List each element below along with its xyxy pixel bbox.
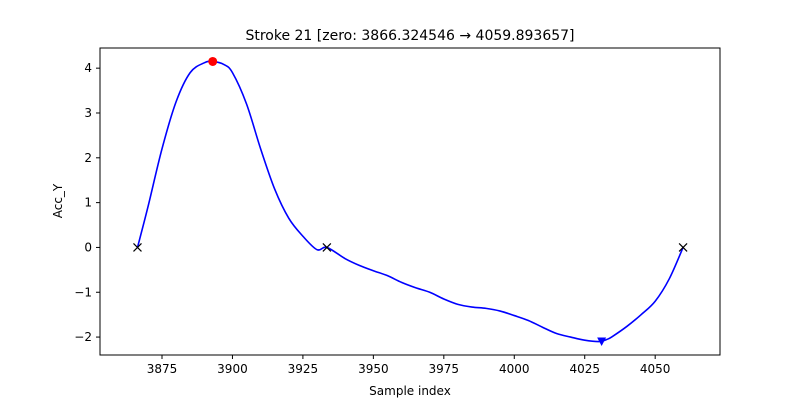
- zero-crossing-marker: [322, 243, 332, 252]
- y-tick-label: 0: [84, 240, 92, 254]
- x-tick-label: 4000: [499, 362, 530, 376]
- y-axis: −2 −1 0 1 2 3 4: [74, 61, 100, 344]
- x-tick-label: 3875: [147, 362, 178, 376]
- x-axis-label: Sample index: [369, 384, 451, 398]
- x-tick-label: 3925: [288, 362, 319, 376]
- x-axis: 3875 3900 3925 3950 3975 4000 4025 4050: [147, 355, 671, 376]
- x-tick-label: 3975: [429, 362, 460, 376]
- x-tick-label: 3950: [358, 362, 389, 376]
- series-layer: [136, 60, 684, 343]
- y-tick-label: 1: [84, 196, 92, 210]
- chart-title: Stroke 21 [zero: 3866.324546 → 4059.8936…: [245, 28, 574, 44]
- y-tick-label: −2: [74, 330, 92, 344]
- y-axis-label: Acc_Y: [51, 183, 65, 218]
- series-line: [136, 60, 684, 343]
- trough-marker: [597, 337, 607, 347]
- marker-layer: [133, 56, 688, 347]
- y-tick-label: 2: [84, 151, 92, 165]
- zero-crossing-marker: [678, 243, 688, 252]
- x-tick-label: 4050: [640, 362, 671, 376]
- plot-frame: [99, 47, 721, 356]
- peak-marker: [208, 56, 218, 66]
- x-tick-label: 4025: [569, 362, 600, 376]
- x-tick-label: 3900: [217, 362, 248, 376]
- y-tick-label: −1: [74, 285, 92, 299]
- y-tick-label: 3: [84, 106, 92, 120]
- zero-crossing-marker: [133, 243, 142, 252]
- y-tick-label: 4: [84, 61, 92, 75]
